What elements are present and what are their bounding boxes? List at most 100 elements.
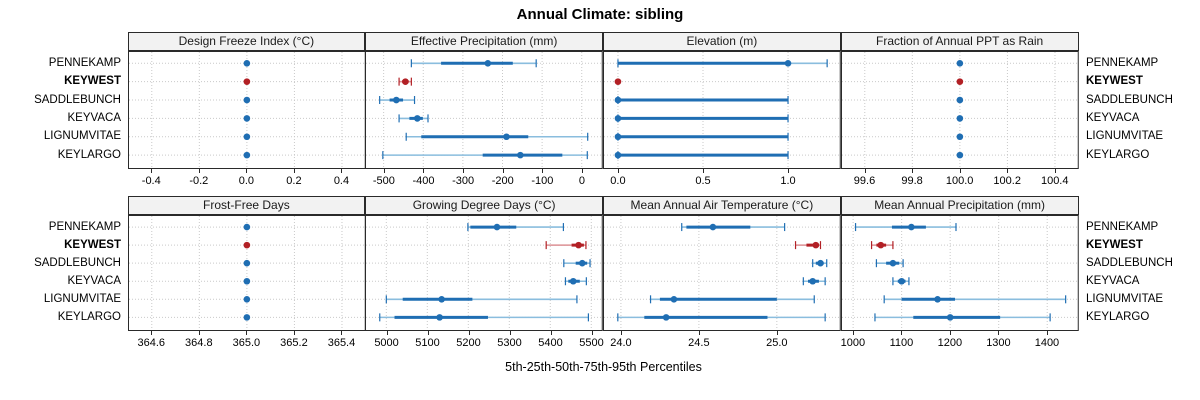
axis-tick-label: -500 <box>372 175 395 187</box>
panel-border <box>840 215 1079 331</box>
axis-tick <box>151 169 153 173</box>
median-dot <box>243 96 250 104</box>
row-label-pennekamp: PENNEKAMP <box>1086 56 1159 69</box>
axis-tick-label: 5500 <box>579 337 604 349</box>
axis-tick <box>698 331 700 335</box>
panel-plot-frost-free-days <box>127 215 366 331</box>
panel-plot-design-freeze-index <box>127 51 366 169</box>
axis-tick-label: 364.6 <box>137 337 166 349</box>
row-label-lignumvitae: LIGNUMVITAE <box>1086 292 1164 305</box>
panel-header-design-freeze-index: Design Freeze Index (°C) <box>127 32 366 51</box>
panel-header-frost-free-days: Frost-Free Days <box>127 196 366 215</box>
axis-tick <box>1046 331 1048 335</box>
row-label-keylargo: KEYLARGO <box>57 310 121 323</box>
median-dot <box>812 241 820 249</box>
axis-tick <box>852 331 854 335</box>
axis-tick <box>383 169 385 173</box>
axis-tick-label: 5400 <box>538 337 563 349</box>
axis-tick-label: 1000 <box>840 337 866 349</box>
axis-tick-label: -300 <box>452 175 475 187</box>
median-dot <box>570 277 577 285</box>
median-dot <box>877 241 884 249</box>
row-label-keywest: KEYWEST <box>64 238 121 251</box>
median-dot <box>414 115 421 122</box>
median-dot <box>784 59 792 67</box>
panel-plot-growing-degree-days <box>365 215 603 331</box>
axis-tick-label: -400 <box>412 175 435 187</box>
axis-tick <box>341 169 343 173</box>
median-dot <box>243 59 250 67</box>
median-dot <box>243 241 250 249</box>
axis-tick <box>550 331 552 335</box>
axis-tick-label: 1.0 <box>780 175 796 187</box>
axis-tick <box>198 331 200 335</box>
median-dot <box>956 78 963 85</box>
axis-tick <box>509 331 511 335</box>
axis-tick <box>788 169 790 173</box>
axis-tick-label: 100.4 <box>1040 175 1069 187</box>
axis-tick-label: 24.0 <box>610 337 632 349</box>
median-dot <box>243 223 250 231</box>
axis-tick <box>542 169 544 173</box>
axis-tick-label: 99.6 <box>853 175 876 187</box>
row-label-keyvaca: KEYVACA <box>1086 274 1140 287</box>
row-label-keylargo: KEYLARGO <box>57 148 121 161</box>
axis-tick <box>620 331 622 335</box>
median-dot <box>809 277 816 285</box>
axis-tick-label: -0.4 <box>141 175 161 187</box>
axis-tick-label: 1400 <box>1034 337 1060 349</box>
axis-tick-label: 100.0 <box>945 175 974 187</box>
panel-border <box>365 215 603 331</box>
panel-header-mean-annual-air-temperature: Mean Annual Air Temperature (°C) <box>603 196 841 215</box>
panel-border <box>603 51 841 169</box>
axis-tick-label: 0.0 <box>610 175 626 187</box>
panel-border <box>603 215 841 331</box>
panel-header-effective-precipitation: Effective Precipitation (mm) <box>365 32 603 51</box>
median-dot <box>956 115 963 122</box>
axis-tick-label: 99.8 <box>901 175 923 187</box>
axis-tick-label: 24.5 <box>688 337 710 349</box>
percentile-caption: 5th-25th-50th-75th-95th Percentiles <box>505 360 702 374</box>
axis-tick <box>949 331 951 335</box>
axis-tick <box>198 169 200 173</box>
axis-tick-label: 0.2 <box>286 175 302 187</box>
row-label-keyvaca: KEYVACA <box>67 111 121 124</box>
median-dot <box>438 296 446 303</box>
median-dot <box>243 133 250 141</box>
median-dot <box>898 277 905 285</box>
row-label-keyvaca: KEYVACA <box>67 274 121 287</box>
axis-tick <box>581 169 583 173</box>
axis-tick-label: 0.5 <box>695 175 711 187</box>
median-dot <box>436 314 444 321</box>
axis-tick <box>386 331 388 335</box>
panel-border <box>365 51 603 169</box>
axis-tick <box>246 331 248 335</box>
row-label-lignumvitae: LIGNUMVITAE <box>43 292 121 305</box>
axis-tick <box>341 331 343 335</box>
axis-tick-label: 364.8 <box>185 337 213 349</box>
panel-plot-elevation <box>603 51 841 169</box>
median-dot <box>956 151 963 159</box>
axis-tick <box>912 169 914 173</box>
row-label-saddlebunch: SADDLEBUNCH <box>1086 256 1173 269</box>
axis-tick-label: -200 <box>491 175 514 187</box>
row-label-lignumvitae: LIGNUMVITAE <box>1086 130 1164 143</box>
median-dot <box>907 223 915 231</box>
median-dot <box>709 223 717 231</box>
row-label-saddlebunch: SADDLEBUNCH <box>34 93 121 106</box>
median-dot <box>614 96 622 104</box>
median-dot <box>243 151 250 159</box>
row-label-keylargo: KEYLARGO <box>1086 148 1150 161</box>
axis-tick <box>617 169 619 173</box>
median-dot <box>484 59 492 67</box>
axis-tick <box>293 331 295 335</box>
panel-header-growing-degree-days: Growing Degree Days (°C) <box>365 196 603 215</box>
median-dot <box>934 296 941 303</box>
panel-plot-effective-precipitation <box>365 51 603 169</box>
median-dot <box>670 296 678 303</box>
median-dot <box>243 296 250 303</box>
row-label-saddlebunch: SADDLEBUNCH <box>34 256 121 269</box>
axis-tick <box>864 169 866 173</box>
median-dot <box>956 96 963 104</box>
